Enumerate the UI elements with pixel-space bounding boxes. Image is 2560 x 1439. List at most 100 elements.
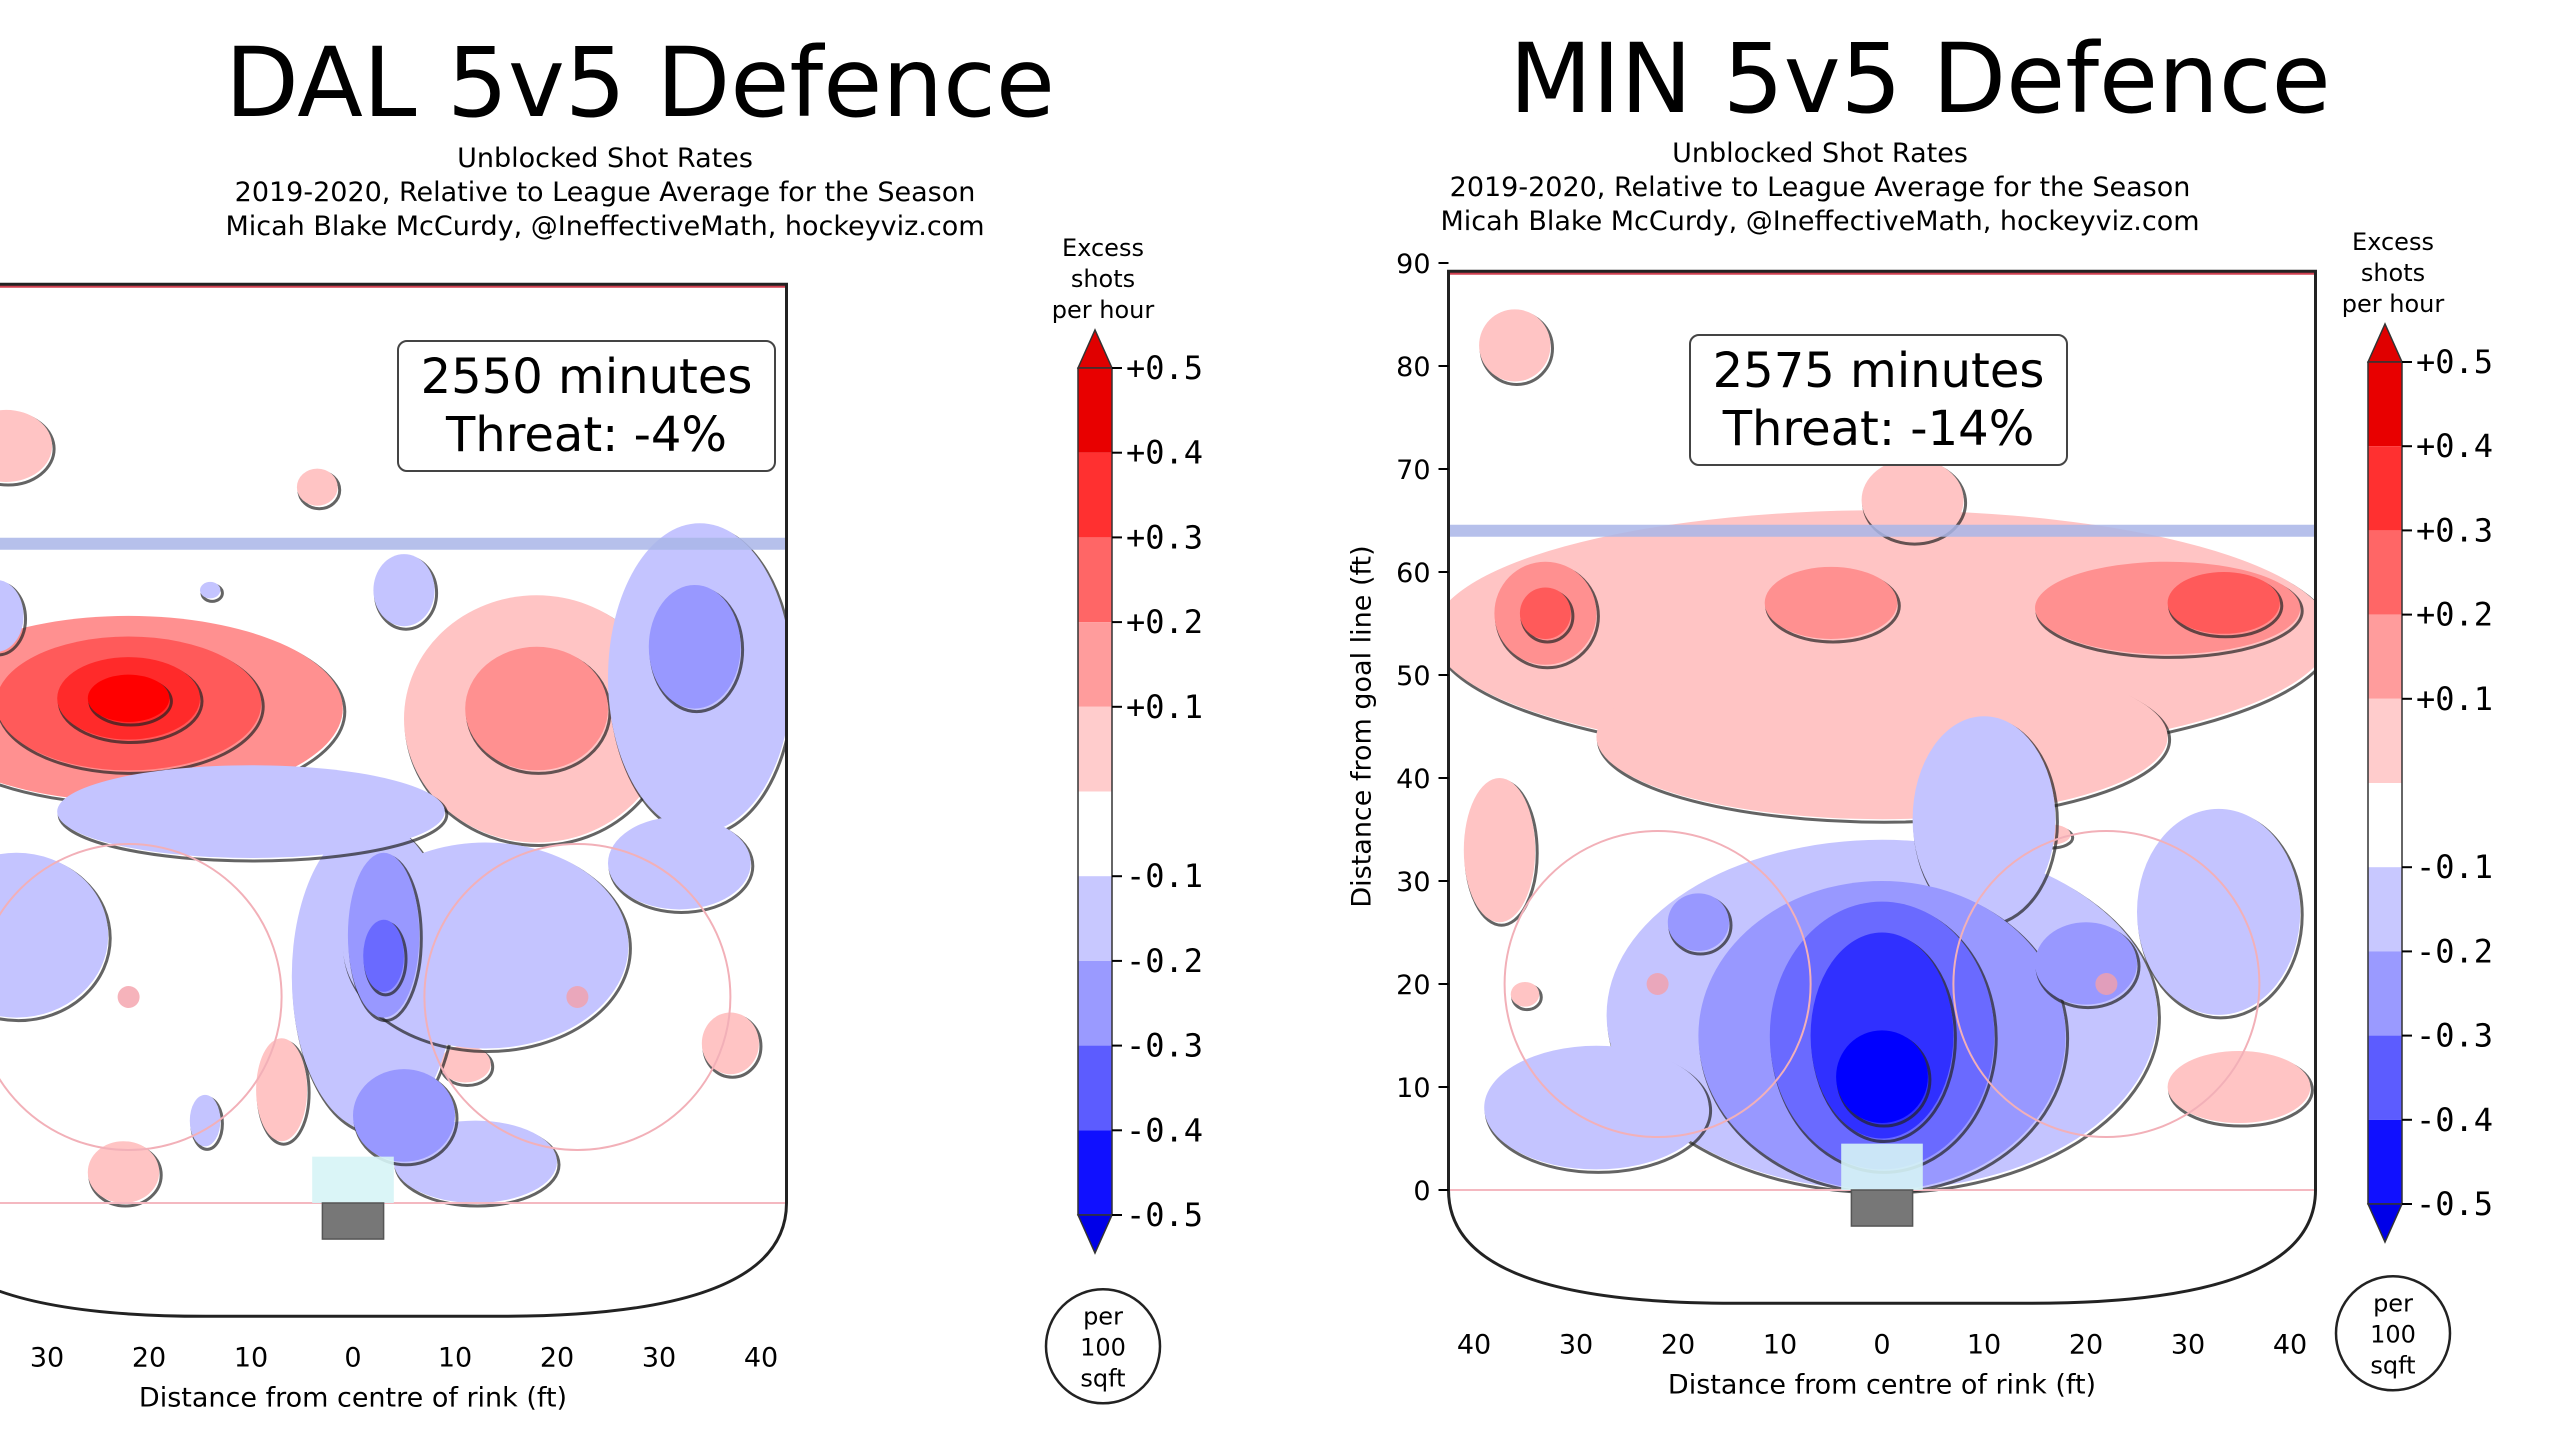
contour-region — [1764, 566, 1898, 639]
colorbar-tick-label: -0.2 — [1126, 942, 1203, 980]
info-box: 2550 minutes Threat: -4% — [397, 340, 776, 472]
contour-region — [2035, 922, 2137, 1005]
x-tick-label: 30 — [642, 1342, 676, 1373]
unit-text-line: sqft — [2370, 1351, 2415, 1379]
rink-boards — [1447, 269, 2317, 1305]
unit-text-line: per — [2373, 1289, 2413, 1317]
threat-label: Threat: -4% — [445, 407, 728, 463]
chart-subtitle-2: 2019-2020, Relative to League Average fo… — [234, 177, 976, 208]
x-tick-label: 20 — [540, 1342, 574, 1373]
y-tick-label: 20 — [1396, 970, 1430, 1001]
unit-text-line: 100 — [2370, 1320, 2416, 1348]
colorbar-segment — [1078, 960, 1112, 1046]
x-tick-label: 10 — [1763, 1329, 1797, 1360]
x-tick-label: 40 — [2273, 1329, 2307, 1360]
contour-region — [608, 816, 751, 910]
colorbar-segment — [1078, 452, 1112, 538]
colorbar-segment — [2368, 1035, 2402, 1120]
contour-region — [373, 554, 435, 627]
contour-region — [1912, 716, 2056, 923]
min-rink-plot: 0 10 20 30 40 50 60 70 80 90 Distance from goal li… — [1347, 228, 2494, 1400]
y-tick-label: 10 — [1396, 1073, 1430, 1104]
colorbar-extend-top — [1076, 328, 1114, 369]
colorbar-segment — [2368, 867, 2402, 952]
contour-region — [1479, 309, 1551, 382]
colorbar-tick-label: +0.1 — [2416, 680, 2493, 718]
y-tick-label: 0 — [1413, 1176, 1430, 1207]
min-defence-panel: MIN 5v5 Defence Unblocked Shot Rates 201… — [1280, 0, 2560, 1439]
x-tick-label: 0 — [1873, 1329, 1890, 1360]
unit-text-line: sqft — [1080, 1364, 1125, 1392]
goal-crease — [1841, 1143, 1923, 1190]
goal-net — [321, 1202, 385, 1240]
contour-region — [648, 585, 741, 709]
contour-region — [2167, 572, 2280, 634]
colorbar-tick-label: -0.4 — [2416, 1101, 2493, 1139]
contour-region — [87, 1141, 160, 1203]
colorbar-tick-label: +0.3 — [1126, 518, 1203, 556]
contour-region — [1861, 458, 1964, 542]
colorbar-tick-label: -0.3 — [1126, 1027, 1203, 1065]
chart-subtitle-3: Micah Blake McCurdy, @IneffectiveMath, h… — [225, 211, 985, 242]
colorbar-extend-top — [2366, 322, 2404, 363]
contour-region — [465, 646, 608, 771]
colorbar-segment — [2368, 1119, 2402, 1204]
chart-subtitle-2: 2019-2020, Relative to League Average fo… — [1449, 172, 2191, 203]
chart-title: MIN 5v5 Defence — [1509, 23, 2331, 135]
x-tick-label: 20 — [1661, 1329, 1695, 1360]
x-tick-label: 20 — [2069, 1329, 2103, 1360]
colorbar-segment — [1078, 876, 1112, 961]
contour-layer — [0, 284, 787, 1317]
colorbar: +0.5 +0.4 +0.3 +0.2 +0.1 -0.1 -0.2 -0.3 -0.4 -0.5… — [2334, 228, 2493, 1392]
faceoff-dot — [117, 986, 140, 1008]
contour-region — [1484, 1045, 1709, 1170]
y-tick-label: 40 — [1396, 764, 1430, 795]
colorbar-segment — [1078, 1045, 1112, 1131]
y-tick-label: 60 — [1396, 558, 1430, 589]
x-tick-label: 40 — [1457, 1329, 1491, 1360]
colorbar-tick-label: +0.5 — [2416, 343, 2493, 381]
x-tick-label: 0 — [344, 1342, 361, 1373]
colorbar-tick-label: -0.1 — [1126, 857, 1203, 895]
y-tick-label: 30 — [1396, 867, 1430, 898]
contour-region — [1596, 654, 2168, 820]
colorbar-segment — [1078, 537, 1112, 623]
contour-region — [0, 852, 109, 1018]
faceoff-circle — [0, 843, 283, 1151]
x-tick-label: 30 — [30, 1342, 64, 1373]
y-tick-label: 80 — [1396, 352, 1430, 383]
colorbar-header-line: shots — [2361, 259, 2425, 287]
contour-layer — [1448, 271, 2316, 1304]
colorbar-segment — [2368, 362, 2402, 447]
colorbar-segment — [2368, 614, 2402, 699]
x-tick-label: 10 — [1967, 1329, 2001, 1360]
contour-region — [189, 1094, 221, 1147]
contour-region — [439, 1045, 491, 1083]
colorbar-header-line: per hour — [1052, 296, 1155, 324]
x-tick-label: 10 — [438, 1342, 472, 1373]
faceoff-dot — [1646, 973, 1669, 995]
contour-region — [1463, 778, 1536, 923]
colorbar-tick-label: +0.2 — [2416, 596, 2493, 634]
contour-region — [1667, 893, 1729, 952]
y-axis-label: Distance from goal line (ft) — [1347, 545, 1378, 907]
chart-subtitle-3: Micah Blake McCurdy, @IneffectiveMath, h… — [1440, 206, 2200, 237]
colorbar-tick-label: -0.5 — [1126, 1196, 1203, 1234]
x-tick-label: 20 — [132, 1342, 166, 1373]
faceoff-circle — [423, 843, 732, 1151]
colorbar-extend-bottom — [2366, 1203, 2404, 1244]
contour-region — [0, 579, 24, 652]
contour-shadow — [0, 581, 28, 657]
colorbar-segment — [1078, 622, 1112, 707]
contour-region — [1510, 981, 1540, 1007]
colorbar-tick-label: +0.1 — [1126, 688, 1203, 726]
colorbar-tick-label: -0.5 — [2416, 1185, 2493, 1223]
colorbar-tick-label: -0.1 — [2416, 848, 2493, 886]
colorbar-extend-bottom — [1076, 1214, 1114, 1255]
goal-crease — [312, 1156, 394, 1203]
chart-title: DAL 5v5 Defence — [225, 27, 1055, 139]
colorbar-header-line: per hour — [2342, 290, 2445, 318]
contour-region — [0, 409, 53, 483]
colorbar-segment — [1078, 1130, 1112, 1215]
